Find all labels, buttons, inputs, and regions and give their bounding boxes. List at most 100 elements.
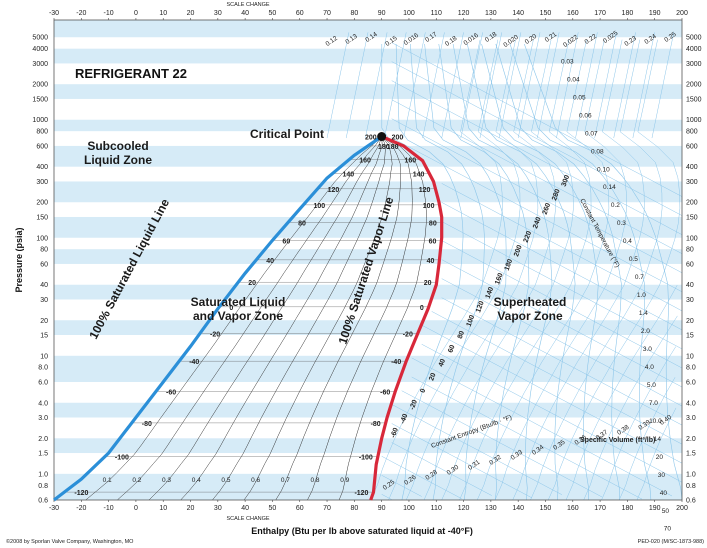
quality-label-3: 0.4 (192, 477, 201, 484)
x-tick-bottom-15: 120 (458, 505, 470, 512)
x-tick-top-3: 0 (134, 10, 138, 17)
right-volume-label-14: 1.4 (639, 310, 648, 317)
x-tick-bottom-8: 50 (269, 505, 277, 512)
x-tick-top-16: 130 (485, 10, 497, 17)
x-tick-bottom-18: 150 (540, 505, 552, 512)
fan-line-11 (537, 32, 560, 139)
mid-temp-label-4: 220 (523, 230, 534, 243)
right-volume-label-25: 50 (662, 508, 670, 515)
band-13 (54, 20, 682, 38)
fan-line-9 (498, 32, 522, 139)
x-tick-top-5: 20 (187, 10, 195, 17)
plot-frame (53, 19, 683, 501)
right-volume-label-16: 3.0 (643, 346, 652, 353)
right-volume-label-18: 5.0 (647, 382, 656, 389)
critical-point-label: Critical Point (250, 127, 324, 141)
y-tick-right-4: 1500 (686, 96, 702, 103)
entropy-line-6 (476, 39, 610, 501)
liquid-temp-label-15: -100 (115, 455, 129, 462)
y-axis-right: 5000 4000 3000 2000 1500 1000 800 600 400 300 200 1… (686, 35, 702, 505)
x-tick-bottom-5: 20 (187, 505, 195, 512)
y-tick-left-28: 0.6 (38, 498, 48, 505)
x-tick-top-18: 150 (540, 10, 552, 17)
x-tick-bottom-22: 190 (649, 505, 661, 512)
right-volume-label-0: 0.03 (561, 58, 574, 65)
y-tick-right-21: 6.0 (686, 379, 696, 386)
vapor-temp-label-15: -100 (359, 455, 373, 462)
volume-line-23 (381, 475, 422, 497)
y-tick-left-22: 4.0 (38, 400, 48, 407)
quality-line-7 (307, 136, 413, 501)
right-volume-label-11: 0.5 (629, 256, 638, 263)
x-tick-top-19: 160 (567, 10, 579, 17)
footer-copyright: ©2008 by Sporlan Valve Company, Washingt… (6, 538, 134, 545)
vapor-temp-label-10: 0 (420, 305, 424, 312)
right-volume-label-2: 0.05 (573, 94, 586, 101)
mid-temp-label-3: 240 (532, 216, 543, 229)
quality-label-6: 0.7 (281, 477, 290, 484)
entropy-line-13 (601, 346, 677, 501)
right-volume-label-21: 14 (654, 436, 662, 443)
x-tick-bottom-7: 40 (241, 505, 249, 512)
scale-change-bottom: SCALE CHANGE (226, 516, 269, 522)
right-volume-label-10: 0.4 (623, 238, 632, 245)
y-tick-right-14: 60 (686, 261, 694, 268)
right-volume-label-7: 0.14 (603, 184, 616, 191)
y-tick-right-7: 600 (686, 143, 698, 150)
liquid-temp-label-10: 0 (229, 305, 233, 312)
liquid-temp-label-3: 140 (343, 172, 355, 179)
vapor-temp-label-7: 60 (429, 238, 437, 245)
x-tick-bottom-1: -20 (76, 505, 86, 512)
quality-line-4 (212, 136, 386, 501)
band-4 (54, 320, 682, 336)
entropy-line-11 (565, 285, 678, 501)
x-tick-top-14: 110 (431, 10, 442, 17)
y-axis-left: 5000 4000 3000 2000 1500 1000 800 600 400 300 200 1… (32, 35, 48, 505)
quality-labels: 0.1 0.2 0.3 0.4 0.5 0.6 0.7 0.8 0.9 (103, 477, 350, 484)
y-tick-left-12: 100 (36, 235, 48, 242)
volume-line-16 (411, 357, 673, 497)
volume-line-4 (391, 118, 683, 274)
x-tick-bottom-13: 100 (403, 505, 415, 512)
entropy-line-0 (370, 39, 503, 501)
volume-line-1 (391, 61, 683, 216)
liquid-temp-label-7: 60 (282, 238, 290, 245)
quality-label-7: 0.8 (311, 477, 320, 484)
mid-temp-label-9: 120 (475, 300, 486, 313)
vapor-temp-label-9: 20 (424, 280, 432, 287)
liquid-temp-label-2: 160 (359, 158, 371, 165)
mid-temp-label-13: 40 (438, 358, 447, 368)
y-tick-left-21: 6.0 (38, 379, 48, 386)
y-tick-right-6: 800 (686, 129, 698, 136)
band-5 (54, 284, 682, 300)
y-tick-right-22: 4.0 (686, 400, 696, 407)
band-0 (54, 473, 682, 500)
quality-line-2 (148, 136, 382, 501)
x-tick-top-13: 100 (403, 10, 415, 17)
band-6 (54, 249, 682, 264)
x-tick-top-12: 90 (378, 10, 386, 17)
y-tick-right-20: 8.0 (686, 365, 696, 372)
right-volume-label-3: 0.06 (579, 112, 592, 119)
y-tick-right-9: 300 (686, 179, 698, 186)
quality-label-8: 0.9 (340, 477, 349, 484)
fan-line-16 (632, 32, 655, 139)
x-tick-top-17: 140 (512, 10, 524, 17)
x-tick-top-11: 80 (350, 10, 358, 17)
liquid-temp-label-8: 40 (266, 258, 274, 265)
x-tick-top-8: 50 (269, 10, 277, 17)
y-tick-left-1: 4000 (32, 46, 48, 53)
volume-line-21 (391, 442, 492, 496)
right-volume-label-12: 0.7 (635, 274, 644, 281)
volume-line-5 (391, 137, 683, 293)
liquid-temp-label-16: -120 (74, 490, 88, 497)
liquid-temp-label-12: -40 (189, 359, 199, 366)
temp-line-10 (524, 43, 683, 501)
x-tick-bottom-20: 170 (594, 505, 606, 512)
vapor-temp-label-1: 180 (387, 144, 399, 151)
zsub-line-1: Liquid Zone (84, 153, 152, 167)
quality-lines (64, 136, 442, 501)
vapor-temp-label-14: -80 (371, 421, 381, 428)
saturated-zone-label: Saturated Liquid and Vapor Zone (191, 295, 286, 323)
